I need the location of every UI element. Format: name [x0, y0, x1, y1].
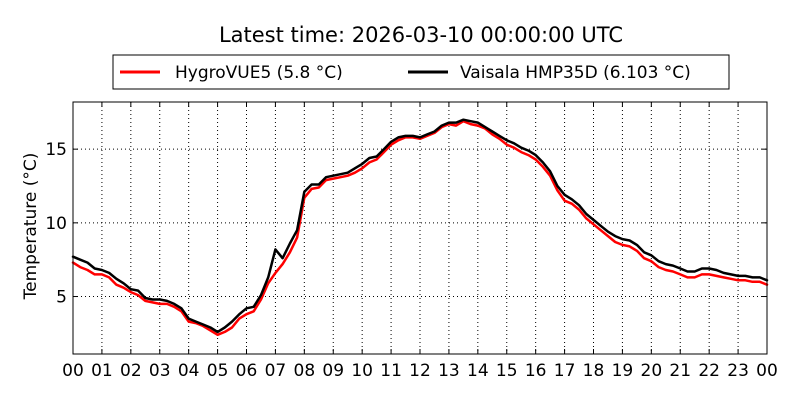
x-tick-label: 02 — [120, 361, 142, 381]
x-tick-label: 08 — [294, 361, 316, 381]
y-tick-label: 5 — [56, 288, 67, 308]
x-tick-label: 05 — [207, 361, 229, 381]
x-tick-label: 06 — [236, 361, 258, 381]
legend-label-hygrovue5: HygroVUE5 (5.8 °C) — [175, 63, 343, 83]
x-tick-label: 19 — [612, 361, 634, 381]
x-tick-label: 12 — [409, 361, 431, 381]
series-line-hmp35d — [71, 118, 769, 334]
x-tick-label: 11 — [380, 361, 402, 381]
legend-label-hmp35d: Vaisala HMP35D (6.103 °C) — [460, 63, 691, 83]
x-tick-label: 03 — [149, 361, 171, 381]
x-tick-label: 13 — [438, 361, 460, 381]
y-tick-label: 15 — [45, 140, 67, 160]
chart-title: Latest time: 2026-03-10 00:00:00 UTC — [219, 23, 623, 47]
x-tick-label: 00 — [62, 361, 84, 381]
series-line-hygrovue5 — [71, 119, 769, 337]
x-tick-label: 01 — [91, 361, 113, 381]
x-tick-label: 23 — [727, 361, 749, 381]
x-tick-label: 17 — [554, 361, 576, 381]
series-lines — [71, 118, 769, 337]
axis-ticks: 00 01 02 03 04 05 06 07 08 09 10 11 12 13 14 15 16 17 18 19… — [45, 102, 778, 381]
x-tick-label: 09 — [322, 361, 344, 381]
legend: HygroVUE5 (5.8 °C) Vaisala HMP35D (6.103… — [112, 54, 730, 90]
x-tick-label: 21 — [669, 361, 691, 381]
x-tick-label: 00 — [756, 361, 778, 381]
y-tick-label: 10 — [45, 214, 67, 234]
x-tick-label: 14 — [467, 361, 489, 381]
x-tick-label: 04 — [178, 361, 200, 381]
x-tick-label: 16 — [525, 361, 547, 381]
x-tick-label: 18 — [583, 361, 605, 381]
x-tick-label: 07 — [265, 361, 287, 381]
x-tick-label: 20 — [641, 361, 663, 381]
x-tick-label: 15 — [496, 361, 518, 381]
y-axis-label: Temperature (°C) — [21, 153, 41, 301]
x-tick-label: 10 — [351, 361, 373, 381]
x-tick-label: 22 — [698, 361, 720, 381]
